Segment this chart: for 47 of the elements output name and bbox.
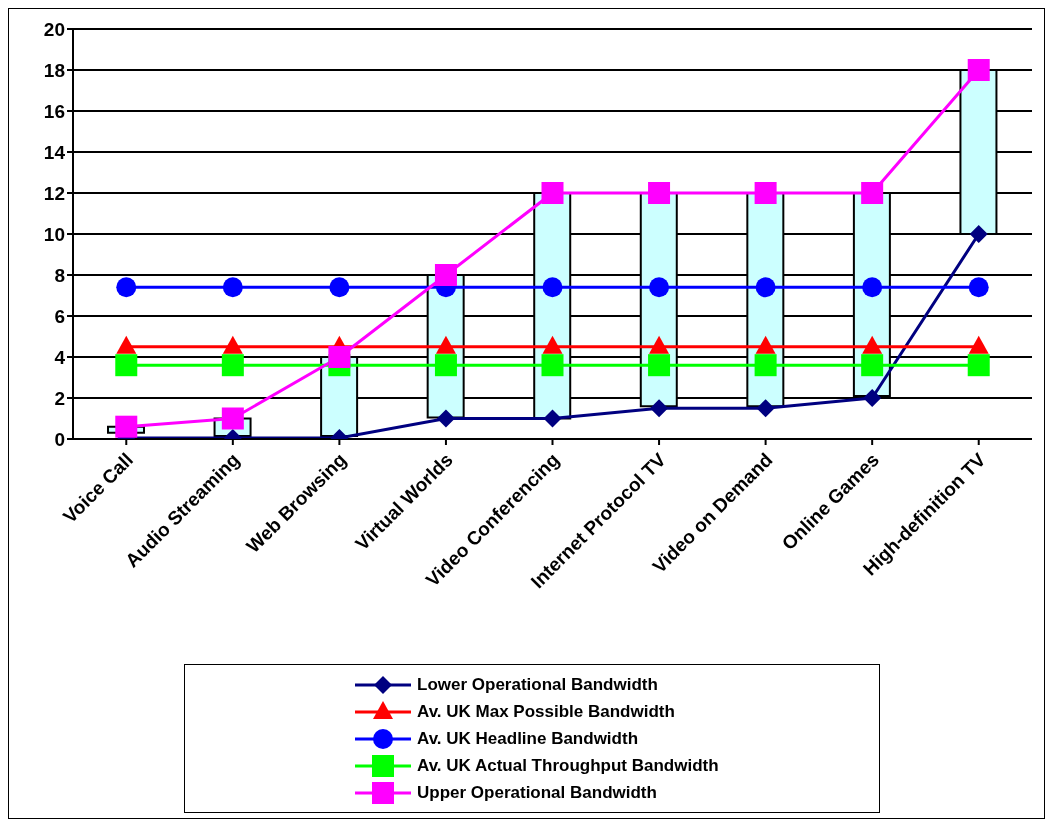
- y-tick-label: 2: [54, 387, 65, 409]
- point: [862, 277, 883, 298]
- legend-label: Upper Operational Bandwidth: [417, 782, 657, 803]
- point: [863, 389, 882, 407]
- y-tick-label: 6: [54, 305, 65, 327]
- point: [222, 277, 243, 298]
- y-tick-label: 0: [54, 428, 65, 450]
- y-tick-label: 14: [43, 141, 66, 163]
- point: [754, 182, 777, 204]
- point: [115, 354, 138, 377]
- point: [649, 277, 670, 298]
- legend-label: Av. UK Headline Bandwidth: [417, 728, 639, 749]
- point: [967, 59, 990, 81]
- y-tick-label: 12: [43, 182, 65, 204]
- point: [434, 264, 457, 286]
- point: [221, 354, 244, 377]
- legend-label: Av. UK Max Possible Bandwidth: [417, 701, 675, 722]
- y-tick-label: 18: [43, 59, 65, 81]
- point: [968, 277, 989, 298]
- point: [648, 354, 671, 377]
- y-tick-label: 4: [54, 346, 66, 368]
- point: [543, 409, 562, 428]
- point: [755, 277, 776, 298]
- point: [650, 399, 669, 418]
- y-tick-label: 8: [54, 264, 65, 286]
- point: [541, 354, 564, 377]
- point: [861, 182, 884, 204]
- legend-label: Lower Operational Bandwidth: [417, 674, 658, 695]
- point: [329, 277, 350, 298]
- point: [436, 409, 455, 428]
- point: [969, 225, 988, 243]
- point: [754, 354, 777, 377]
- y-tick-label: 20: [43, 18, 65, 40]
- point: [116, 277, 137, 298]
- point: [328, 346, 351, 368]
- point: [542, 277, 563, 298]
- point: [221, 407, 244, 430]
- y-tick-label: 10: [43, 223, 65, 245]
- point: [648, 182, 671, 204]
- point: [434, 354, 457, 377]
- point: [756, 399, 775, 418]
- point: [541, 182, 564, 204]
- point: [967, 354, 990, 377]
- point: [861, 354, 884, 377]
- point: [115, 415, 138, 438]
- legend-label: Av. UK Actual Throughput Bandwidth: [417, 755, 719, 776]
- y-tick-label: 16: [43, 100, 65, 122]
